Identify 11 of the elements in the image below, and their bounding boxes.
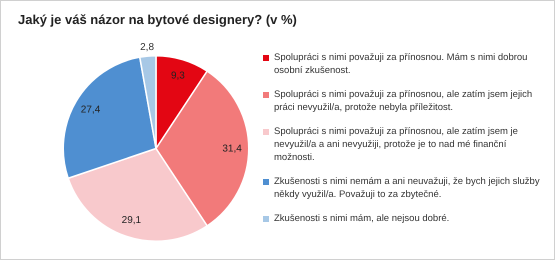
data-label: 29,1 bbox=[122, 215, 142, 226]
legend-label: Spolupráci s nimi považuji za přínosnou, ale zatím jsem je nevyužil/a a ani nevyužiji, protože je to nad mé finanční možnosti. bbox=[274, 125, 519, 164]
legend-label: Zkušenosti s nimi nemám a ani neuvažuji, že bych jejich služby někdy využil/a. Považuji to za zbytečné. bbox=[274, 175, 541, 201]
legend-label: Zkušenosti s nimi mám, ale nejsou dobré. bbox=[274, 212, 450, 225]
chart-title: Jaký je váš názor na bytové designery? (v %) bbox=[18, 12, 297, 27]
data-label: 31,4 bbox=[222, 143, 242, 154]
data-label: 2,8 bbox=[140, 42, 154, 53]
data-label: 27,4 bbox=[80, 104, 101, 116]
data-label: 9,3 bbox=[170, 70, 186, 82]
legend-label: Spolupráci s nimi považuji za přínosnou. Mám s nimi dobrou osobní zkušenost. bbox=[274, 51, 528, 77]
legend-label: Spolupráci s nimi považuji za přínosnou, ale zatím jsem jejich práci nevyužil/a, protože nebyla příležitost. bbox=[274, 88, 534, 114]
